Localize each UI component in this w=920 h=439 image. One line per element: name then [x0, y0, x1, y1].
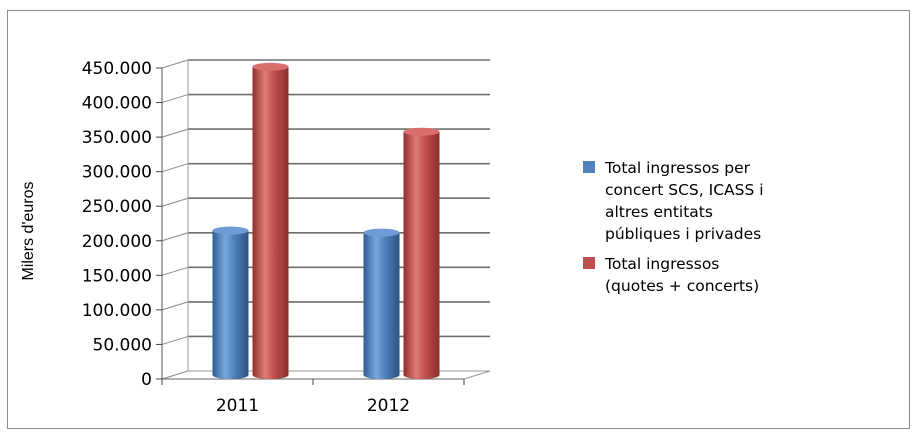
bar-red-2011 [252, 66, 289, 379]
y-tick-label: 200.000 [82, 232, 152, 252]
chart-frame: 0 50.000 100.000 150.000 200.000 250.000 300.0… [7, 10, 910, 429]
side-wall-gridline [161, 59, 189, 69]
y-tick-label: 50.000 [93, 335, 152, 355]
y-tick-label: 0 [141, 370, 152, 390]
ticks-layer: 0 50.000 100.000 150.000 200.000 250.000 300.0… [82, 59, 465, 416]
side-wall-gridline [161, 370, 189, 380]
bar-blue-2011 [212, 230, 249, 379]
x-tick-label: 2011 [216, 396, 259, 416]
bar-top-red-2012 [403, 127, 440, 136]
side-wall-gridline [161, 266, 189, 276]
floor-right-edge [463, 370, 491, 380]
bar-blue-2012 [363, 232, 400, 379]
bar-top-blue-2012 [363, 228, 400, 237]
y-tick-label: 150.000 [82, 266, 152, 286]
side-wall-gridline [161, 94, 189, 104]
legend-swatch-blue [583, 161, 595, 173]
y-tick-label: 300.000 [82, 163, 152, 183]
y-tick-label: 100.000 [82, 301, 152, 321]
plot-area: 0 50.000 100.000 150.000 200.000 250.000 300.0… [20, 59, 491, 416]
legend-item-series-2: Total ingressos (quotes + concerts) [583, 253, 883, 297]
side-wall-gridline [161, 128, 189, 138]
y-tick-label: 400.000 [82, 94, 152, 114]
bar-red-2012 [403, 131, 440, 379]
y-tick-label: 450.000 [82, 59, 152, 79]
y-axis-label: Milers d'euros [20, 181, 37, 280]
y-tick-label: 250.000 [82, 197, 152, 217]
legend-swatch-red [583, 257, 595, 269]
side-wall-gridline [161, 232, 189, 242]
bars-layer [212, 62, 440, 379]
side-wall-gridline [161, 301, 189, 311]
bar-top-red-2011 [252, 62, 289, 71]
legend: Total ingressos per concert SCS, ICASS i… [583, 157, 883, 305]
side-wall-gridline [161, 335, 189, 345]
grid-layer [161, 59, 491, 380]
legend-label-series-2: Total ingressos (quotes + concerts) [605, 255, 760, 295]
side-wall-gridline [161, 163, 189, 173]
legend-label-series-1: Total ingressos per concert SCS, ICASS i… [605, 159, 764, 243]
bar-top-blue-2011 [212, 226, 249, 235]
legend-item-series-1: Total ingressos per concert SCS, ICASS i… [583, 157, 883, 245]
x-tick-label: 2012 [367, 396, 410, 416]
side-wall-gridline [161, 197, 189, 207]
y-tick-label: 350.000 [82, 128, 152, 148]
